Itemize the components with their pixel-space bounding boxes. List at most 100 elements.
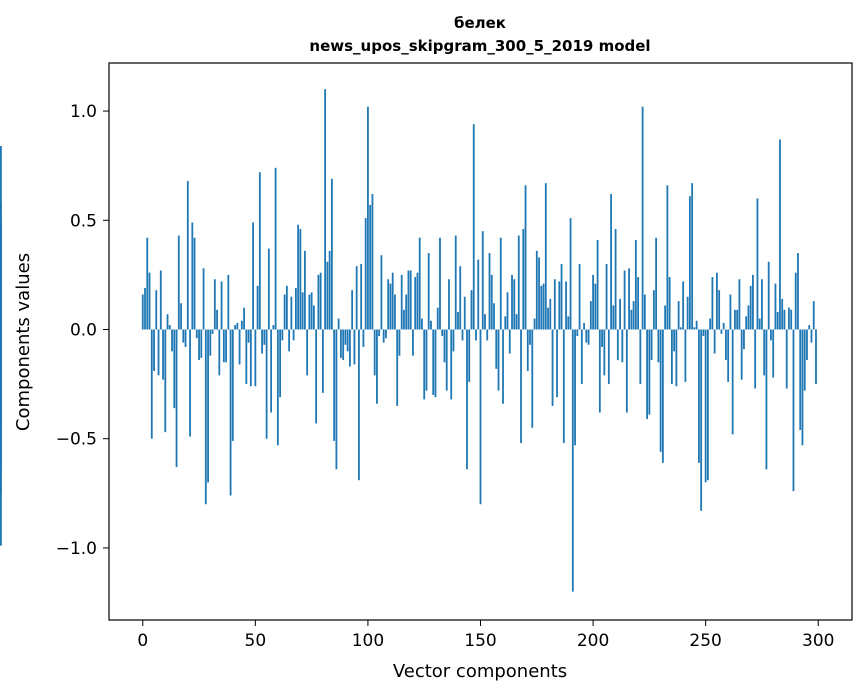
bar xyxy=(589,301,592,330)
bar xyxy=(598,329,601,413)
bar xyxy=(207,329,209,483)
bar xyxy=(504,316,507,330)
bar xyxy=(394,294,396,330)
bar xyxy=(752,274,754,330)
bar xyxy=(396,329,399,406)
bar xyxy=(202,268,205,330)
bar xyxy=(605,263,608,330)
bar xyxy=(0,329,2,404)
bar xyxy=(641,106,644,330)
bar xyxy=(382,329,385,343)
bar xyxy=(333,329,336,441)
bar xyxy=(231,329,234,441)
bar xyxy=(463,296,466,330)
bar xyxy=(240,320,243,330)
bar xyxy=(707,329,709,481)
bar xyxy=(679,327,682,330)
bar xyxy=(0,329,2,546)
bar xyxy=(785,329,788,389)
x-tick-label: 150 xyxy=(464,631,496,651)
bar xyxy=(371,194,374,330)
bar xyxy=(729,294,732,330)
bar xyxy=(659,329,662,452)
bar xyxy=(403,309,405,330)
bar xyxy=(256,285,259,330)
bar xyxy=(303,250,306,330)
bar xyxy=(596,239,599,330)
bar xyxy=(574,329,576,446)
bar xyxy=(490,274,493,330)
bar xyxy=(553,279,556,330)
bar xyxy=(670,329,673,385)
bar xyxy=(177,235,180,330)
bar xyxy=(668,277,671,330)
bar xyxy=(693,327,696,330)
bar xyxy=(470,290,473,330)
bar xyxy=(270,329,273,413)
x-tick-label: 0 xyxy=(137,631,148,651)
bar xyxy=(166,314,169,330)
bar xyxy=(211,329,214,334)
x-axis-label: Vector components xyxy=(393,661,567,682)
bar xyxy=(342,329,345,361)
bar xyxy=(409,270,412,330)
bar xyxy=(254,329,257,387)
bar xyxy=(340,329,342,358)
bar xyxy=(610,194,612,330)
bar xyxy=(267,248,270,330)
bar xyxy=(405,294,408,330)
bar xyxy=(448,279,450,330)
bar xyxy=(567,316,570,330)
bar xyxy=(713,329,716,354)
bar xyxy=(430,320,432,330)
bar xyxy=(616,329,619,361)
bar xyxy=(612,305,615,330)
bar xyxy=(288,329,291,352)
bar xyxy=(718,290,721,330)
bar xyxy=(324,89,327,330)
bar xyxy=(229,329,232,496)
bar xyxy=(484,314,486,330)
bar xyxy=(351,290,354,330)
x-tick-label: 100 xyxy=(352,631,384,651)
bar xyxy=(625,329,628,413)
bar xyxy=(547,307,549,330)
y-axis-label: Components values xyxy=(13,253,34,431)
bar xyxy=(225,329,227,363)
bar xyxy=(743,329,745,350)
x-tick-label: 250 xyxy=(689,631,721,651)
bar xyxy=(457,312,459,330)
bar xyxy=(783,309,786,330)
bar xyxy=(171,329,173,352)
bar xyxy=(364,218,367,330)
bar xyxy=(475,329,477,341)
bar xyxy=(531,329,534,428)
bar xyxy=(650,329,653,361)
bar xyxy=(799,329,802,430)
bar xyxy=(245,329,248,385)
bar xyxy=(414,277,417,330)
bar xyxy=(673,329,676,352)
bar xyxy=(637,277,640,330)
bar xyxy=(378,329,381,337)
bar xyxy=(749,285,752,330)
bar xyxy=(258,172,261,330)
bar xyxy=(376,329,378,404)
bar xyxy=(193,237,196,330)
bar xyxy=(301,292,304,330)
bar xyxy=(472,124,475,330)
bar xyxy=(549,298,552,330)
bar xyxy=(247,329,250,343)
bar xyxy=(522,229,525,330)
bar xyxy=(515,314,518,330)
bar xyxy=(562,329,565,444)
bar xyxy=(184,329,187,347)
bar xyxy=(346,329,349,352)
bar xyxy=(792,329,795,492)
bar xyxy=(535,250,538,330)
bar xyxy=(164,329,167,433)
bar xyxy=(423,329,426,400)
bar xyxy=(443,329,446,363)
bar xyxy=(263,329,266,345)
bar xyxy=(765,329,768,470)
